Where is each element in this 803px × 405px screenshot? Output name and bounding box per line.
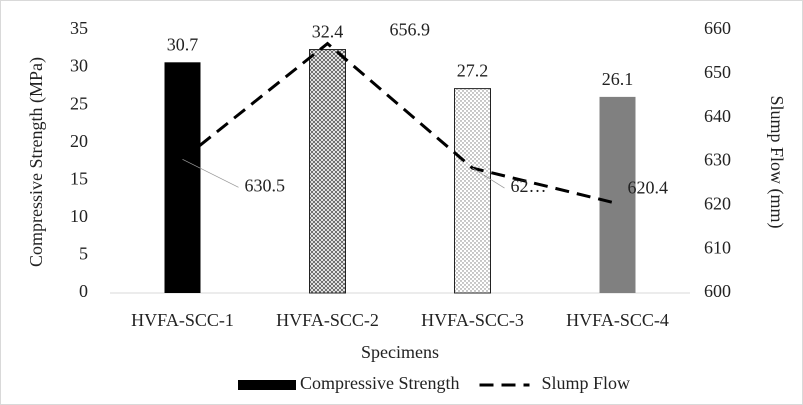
legend-label: Slump Flow bbox=[542, 373, 631, 393]
bar bbox=[599, 96, 636, 294]
line bbox=[181, 41, 618, 206]
y2-tick-label: 630 bbox=[704, 150, 731, 170]
y-axis-title: Compressive Strength (MPa) bbox=[26, 57, 47, 267]
y2-tick-label: 650 bbox=[704, 62, 731, 82]
y-tick-label: 30 bbox=[70, 56, 88, 76]
x-axis-title: Specimens bbox=[361, 342, 439, 362]
y-tick-label: 10 bbox=[70, 206, 88, 226]
line-value-label: 656.9 bbox=[390, 20, 431, 40]
y2-tick-label: 610 bbox=[704, 237, 731, 257]
line-value-label: 630.5 bbox=[245, 175, 286, 195]
x-tick-label: HVFA-SCC-3 bbox=[421, 310, 524, 330]
bar-value-label: 26.1 bbox=[602, 69, 634, 89]
y-tick-label: 35 bbox=[70, 18, 88, 38]
x-tick-label: HVFA-SCC-2 bbox=[276, 310, 379, 330]
bar-value-label: 32.4 bbox=[312, 22, 344, 42]
bar-value-label: 27.2 bbox=[457, 61, 489, 81]
bar-value-label: 30.7 bbox=[167, 34, 199, 54]
leader-line bbox=[472, 167, 505, 189]
y2-tick-label: 640 bbox=[704, 106, 731, 126]
x-tick-label: HVFA-SCC-1 bbox=[131, 310, 234, 330]
bar bbox=[309, 49, 346, 294]
bar bbox=[164, 62, 201, 293]
y-tick-label: 20 bbox=[70, 131, 88, 151]
y-tick-label: 0 bbox=[79, 281, 88, 301]
y2-axis-title: Slump Flow (mm) bbox=[766, 95, 787, 228]
legend-swatch bbox=[238, 380, 296, 390]
leader-line bbox=[182, 158, 239, 188]
line-value-label: 62… bbox=[511, 176, 547, 196]
y-tick-label: 5 bbox=[79, 244, 88, 264]
y-tick-label: 25 bbox=[70, 93, 88, 113]
y2-tick-label: 620 bbox=[704, 193, 731, 213]
y2-tick-label: 600 bbox=[704, 281, 731, 301]
legend-label: Compressive Strength bbox=[300, 373, 460, 393]
bar bbox=[454, 88, 491, 294]
line-value-label: 620.4 bbox=[628, 178, 669, 198]
x-tick-label: HVFA-SCC-4 bbox=[566, 310, 669, 330]
y2-tick-label: 660 bbox=[704, 18, 731, 38]
y-tick-label: 15 bbox=[70, 168, 88, 188]
